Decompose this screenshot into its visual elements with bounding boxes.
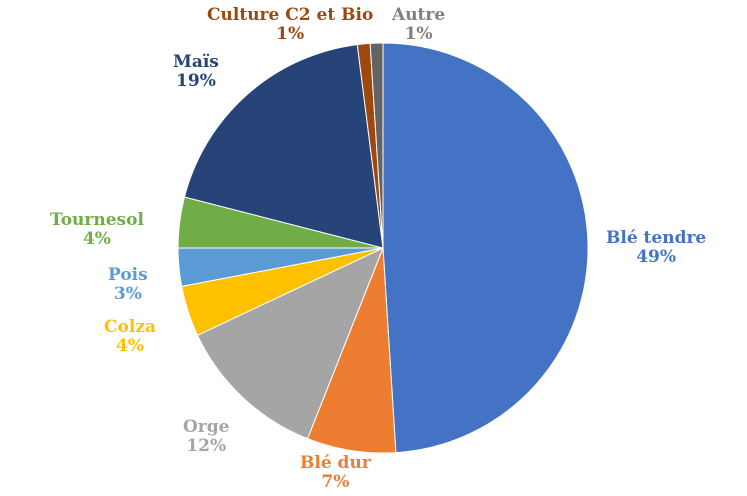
data-label-percent: 12% [186,436,227,456]
data-label-name: Tournesol [50,210,144,230]
data-label-percent: 7% [321,472,350,492]
data-label-name: Pois [108,265,148,285]
data-label-percent: 4% [116,336,144,356]
data-label-name: Orge [183,417,230,437]
data-label-ble-dur: Blé dur 7% [300,454,371,492]
data-label-name: Blé dur [300,453,371,473]
data-label-culture-c2-et-bio: Culture C2 et Bio 1% [207,6,373,44]
data-label-orge: Orge 12% [183,418,229,456]
pie-slice-mais [183,44,384,249]
pie-slice-orge [196,247,384,440]
data-label-percent: 4% [82,229,111,249]
data-label-autre: Autre 1% [392,6,445,44]
data-label-mais: Maïs 19% [173,53,219,91]
data-label-tournesol: Tournesol 4% [50,211,144,249]
data-label-colza: Colza 4% [104,318,156,356]
data-label-name: Blé tendre [606,228,707,248]
data-label-percent: 3% [113,284,142,304]
pie-slice-ble-tendre [382,42,589,454]
data-label-name: Colza [104,317,156,337]
data-label-percent: 19% [176,71,216,91]
data-label-name: Culture C2 et Bio [207,5,374,25]
data-label-percent: 1% [276,24,305,44]
data-label-percent: 1% [404,24,433,44]
data-label-percent: 49% [636,247,677,267]
data-label-ble-tendre: Blé tendre 49% [606,229,706,267]
data-label-name: Maïs [173,52,219,72]
data-label-name: Autre [392,5,446,25]
data-label-pois: Pois 3% [108,266,148,304]
pie-slice-autre [369,42,384,249]
